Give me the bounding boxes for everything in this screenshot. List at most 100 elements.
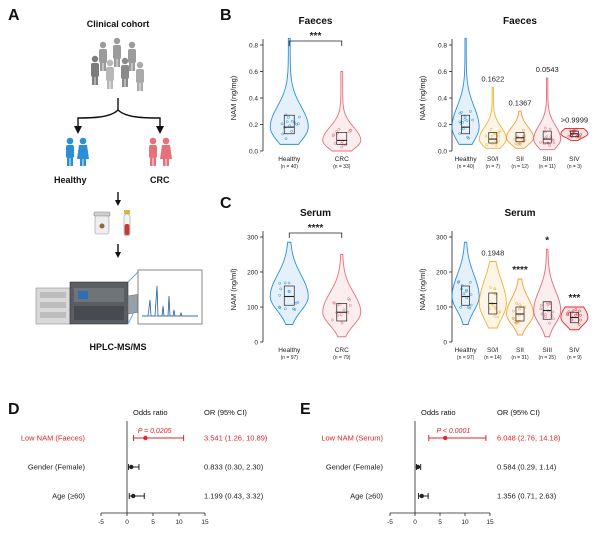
significance-label: **** xyxy=(308,223,324,234)
data-point-healthy xyxy=(464,290,468,293)
arrow-head-instrument-icon xyxy=(115,252,121,258)
forest-header: Odds ratio xyxy=(421,408,456,417)
data-point-healthy xyxy=(460,110,463,114)
data-point-sii xyxy=(511,309,515,313)
violin-chart-c-right: Serum NAM (ng/ml) 0 100 200 300 Healthy(n = 97… xyxy=(418,208,589,361)
data-point-siii xyxy=(546,303,550,307)
data-point-sii xyxy=(522,139,525,143)
violin-siii xyxy=(533,77,562,151)
data-point-healthy xyxy=(296,122,300,126)
category-n-label: (n = 7) xyxy=(486,164,501,170)
data-point-sii xyxy=(515,321,519,325)
data-point-healthy xyxy=(280,122,284,126)
data-point-siv xyxy=(566,313,570,317)
data-point-siii xyxy=(543,126,547,130)
data-point-sii xyxy=(519,141,522,145)
data-point-healthy xyxy=(463,117,467,121)
healthy-people-icon xyxy=(66,137,89,166)
category-label: Healthy xyxy=(455,156,478,163)
data-point-sii xyxy=(519,142,522,146)
p-value-label: P = 0.0205 xyxy=(138,428,172,435)
data-point-healthy xyxy=(469,110,472,113)
data-point-healthy xyxy=(284,307,287,311)
forest-row-value: 0.833 (0.30, 2.30) xyxy=(204,463,264,472)
chart-title: Serum xyxy=(300,208,331,219)
data-point-siv xyxy=(579,133,583,136)
chart-title: Serum xyxy=(504,208,535,219)
forest-row-label: Age (≥60) xyxy=(350,492,383,501)
category-label: CRC xyxy=(335,156,349,163)
category-label: SII xyxy=(516,156,524,163)
category-label: SIV xyxy=(569,347,580,354)
odds-ratio-point xyxy=(419,493,424,499)
data-point-healthy xyxy=(295,123,298,126)
data-point-healthy xyxy=(283,281,287,285)
category-label: S0/I xyxy=(487,156,499,163)
y-axis-label: NAM (ng/mg) xyxy=(418,75,427,120)
data-point-s0-i xyxy=(493,287,497,291)
violin-s0-i xyxy=(478,261,507,329)
data-point-healthy xyxy=(456,280,460,284)
split-arrows xyxy=(77,98,161,128)
panel-a: A Clinical cohort Hea xyxy=(8,7,203,352)
y-tick-label: 0.6 xyxy=(438,69,447,76)
data-point-healthy xyxy=(459,305,462,309)
comparison-annotation: 0.0543 xyxy=(536,65,559,74)
y-tick-label: 100 xyxy=(247,304,258,311)
data-point-crc xyxy=(331,318,334,322)
data-point-sii xyxy=(518,308,521,311)
category-n-label: (n = 79) xyxy=(333,355,351,361)
forest-row-value: 3.541 (1.26, 10.89) xyxy=(204,434,268,443)
odds-ratio-point xyxy=(415,464,421,470)
violin-healthy xyxy=(451,241,480,325)
violin-siv xyxy=(560,128,589,141)
data-point-siii xyxy=(539,141,543,144)
category-n-label: (n = 40) xyxy=(281,164,299,170)
data-point-siv xyxy=(567,134,571,138)
forest-row-value: 1.356 (0.71, 2.63) xyxy=(497,492,557,501)
data-point-crc xyxy=(340,321,344,325)
data-point-s0-i xyxy=(485,143,489,147)
significance-bracket xyxy=(288,40,343,46)
forest-plot-e: Odds ratio OR (95% CI) -5 0 5 10 15 Low NAM (Se… xyxy=(321,408,561,526)
data-point-healthy xyxy=(285,120,289,124)
category-n-label: (n = 40) xyxy=(457,164,475,170)
data-point-healthy xyxy=(278,305,281,309)
violin-healthy xyxy=(269,241,309,325)
chromatogram-icon xyxy=(137,269,203,325)
forest-row-label: Gender (Female) xyxy=(326,463,384,472)
violin-siii xyxy=(533,248,562,338)
y-tick-label: 300 xyxy=(247,234,258,241)
people-crowd-icon xyxy=(91,37,144,91)
data-point-siii xyxy=(550,314,554,317)
x-tick-label: 15 xyxy=(201,519,209,526)
data-point-s0-i xyxy=(493,314,497,318)
y-tick-label: 0.0 xyxy=(249,148,258,155)
data-point-healthy xyxy=(466,306,470,309)
data-point-healthy xyxy=(469,303,473,307)
cohort-title: Clinical cohort xyxy=(87,19,150,29)
y-tick-label: 200 xyxy=(436,269,447,276)
odds-ratio-point xyxy=(143,435,148,441)
x-tick-label: 5 xyxy=(438,519,442,526)
y-axis-label: NAM (ng/mg) xyxy=(229,75,238,120)
data-point-crc xyxy=(331,134,335,138)
data-point-sii xyxy=(514,142,518,145)
forest-value-header: OR (95% CI) xyxy=(497,408,540,417)
significance-bracket xyxy=(288,232,343,238)
data-point-healthy xyxy=(287,290,291,293)
forest-row-value: 0.584 (0.29, 1.14) xyxy=(497,463,557,472)
data-point-healthy xyxy=(471,118,475,122)
category-n-label: (n = 33) xyxy=(333,164,351,170)
x-tick-label: 0 xyxy=(413,519,417,526)
violin-crc xyxy=(322,254,362,338)
data-point-healthy xyxy=(469,280,472,284)
box-healthy xyxy=(461,285,470,306)
y-tick-label: 0.2 xyxy=(249,122,258,129)
data-point-s0-i xyxy=(494,144,498,148)
arrow-head-samples-icon xyxy=(115,200,121,206)
x-tick-label: 0 xyxy=(125,519,129,526)
category-label: Healthy xyxy=(278,347,301,354)
crc-people-icon xyxy=(149,137,172,166)
